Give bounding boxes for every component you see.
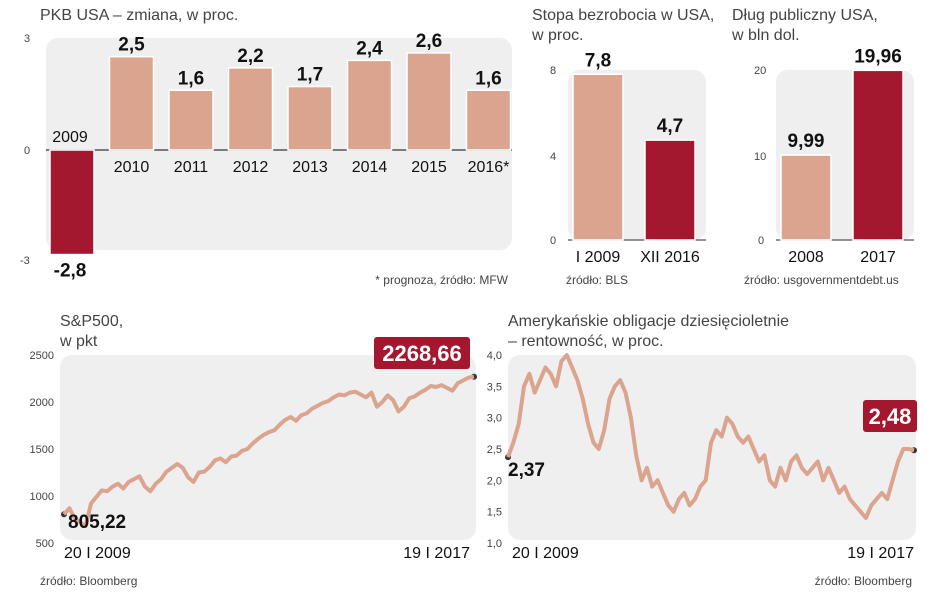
bonds-tick-label: 2,5 [487, 444, 502, 456]
sp500-source: źródło: Bloomberg [40, 574, 137, 588]
debt-tick-10: 10 [754, 151, 766, 163]
unemployment-chart: Stopa bezrobocia w USA, w proc. 8 4 0 7,… [531, 7, 714, 287]
gdp-bar-2013 [287, 85, 333, 151]
gdp-bar-2009 [49, 149, 95, 256]
sp500-tick-label: 1000 [30, 491, 54, 503]
gdp-category-label: 2013 [292, 159, 328, 176]
bonds-x-start: 20 I 2009 [512, 545, 579, 562]
unemployment-title-line2: w proc. [531, 27, 584, 44]
gdp-value-label: -2,8 [54, 261, 87, 282]
bonds-title-line2: – rentowność, w proc. [508, 333, 664, 350]
gdp-value-label: 1,7 [297, 65, 323, 86]
debt-title-line1: Dług publiczny USA, [732, 7, 878, 24]
debt-category-label: 2017 [860, 249, 896, 266]
sp500-tick-label: 1500 [30, 444, 54, 456]
gdp-bar-2016 [465, 89, 512, 151]
bonds-tick-label: 3,5 [487, 381, 502, 393]
sp500-panel [60, 355, 476, 540]
gdp-note: * prognoza, źródło: MFW [375, 273, 508, 287]
bonds-x-end: 19 I 2017 [847, 545, 914, 562]
gdp-category-label: 2011 [174, 159, 209, 176]
gdp-tick-bottom: -3 [20, 255, 30, 267]
bonds-end-badge [863, 400, 917, 432]
sp500-tick-label: 2500 [30, 350, 54, 362]
unemployment-value-label: 4,7 [657, 116, 683, 137]
gdp-category-label: 2015 [411, 159, 447, 176]
bonds-series-line [506, 353, 915, 520]
gdp-value-label: 2,6 [416, 31, 442, 52]
gdp-value-label: 2,2 [237, 46, 263, 67]
unemployment-value-label: 7,8 [585, 50, 611, 71]
gdp-category-label: 2016* [468, 159, 510, 176]
bonds-title-line1: Amerykańskie obligacje dziesięcioletnie [508, 313, 789, 330]
bonds-tick-label: 3,0 [487, 413, 502, 425]
bonds-tick-label: 2,0 [487, 475, 502, 487]
gdp-title: PKB USA – zmiana, w proc. [40, 7, 238, 24]
gdp-value-label: 1,6 [475, 68, 501, 89]
bonds-source: źródło: Bloomberg [815, 574, 912, 588]
gdp-tick-top: 3 [24, 33, 30, 45]
gdp-bar-2012 [227, 67, 274, 151]
bonds-end-label: 2,48 [869, 404, 912, 429]
sp500-tick-label: 2000 [30, 397, 54, 409]
gdp-category-label: 2014 [352, 159, 388, 176]
sp500-end-label: 2268,66 [382, 341, 462, 366]
gdp-category-label: 2010 [114, 159, 150, 176]
gdp-chart: PKB USA – zmiana, w proc. 3 0 -3 -2,8 200… [20, 7, 512, 287]
debt-tick-20: 20 [754, 65, 766, 77]
gdp-category-label: 2009 [52, 129, 88, 146]
sp500-series-line [62, 374, 475, 529]
bonds-chart: Amerykańskie obligacje dziesięcioletnie … [487, 313, 917, 588]
unemployment-category-label: XII 2016 [640, 249, 700, 266]
gdp-value-label: 1,6 [178, 68, 204, 89]
bonds-tick-label: 1,0 [487, 538, 502, 550]
debt-value-label: 19,96 [854, 46, 902, 67]
debt-bar-1 [852, 69, 904, 241]
debt-title-line2: w bln dol. [731, 27, 800, 44]
sp500-chart: S&P500, w pkt 500 1000 1500 2000 2500 805,22… [30, 313, 477, 588]
gdp-value-label: 2,5 [118, 35, 145, 56]
gdp-bar-2015 [406, 52, 452, 151]
sp500-x-start: 20 I 2009 [64, 545, 131, 562]
unemployment-title-line1: Stopa bezrobocia w USA, [532, 7, 714, 24]
bonds-start-label: 2,37 [508, 460, 545, 481]
sp500-x-end: 19 I 2017 [403, 545, 470, 562]
gdp-tick-zero: 0 [24, 145, 30, 157]
debt-value-label: 9,99 [788, 131, 825, 152]
unemployment-category-label: I 2009 [576, 249, 621, 266]
debt-source: źródło: usgovernmentdebt.us [744, 273, 899, 287]
sp500-start-label: 805,22 [68, 512, 126, 533]
debt-chart: Dług publiczny USA, w bln dol. 20 10 0 9… [731, 7, 914, 287]
debt-tick-0: 0 [758, 235, 764, 247]
unemployment-bar-0 [572, 73, 624, 241]
sp500-title-line2: w pkt [59, 333, 98, 350]
gdp-panel [46, 38, 512, 250]
bonds-tick-label: 1,5 [487, 507, 502, 519]
debt-category-label: 2008 [788, 249, 824, 266]
gdp-bar-2010 [108, 55, 155, 151]
bonds-tick-label: 4,0 [487, 350, 502, 362]
sp500-end-badge [374, 337, 470, 369]
gdp-category-label: 2012 [233, 159, 269, 176]
gdp-bar-2011 [168, 89, 214, 151]
sp500-title-line1: S&P500, [60, 313, 123, 330]
unemployment-bar-1 [644, 139, 696, 241]
unemployment-tick-4: 4 [550, 151, 556, 163]
debt-bar-0 [780, 154, 832, 241]
unemployment-tick-8: 8 [550, 65, 556, 77]
unemployment-source: źródło: BLS [566, 273, 628, 287]
unemployment-tick-0: 0 [550, 235, 556, 247]
sp500-tick-label: 500 [36, 538, 54, 550]
gdp-bar-2014 [346, 59, 393, 151]
gdp-value-label: 2,4 [356, 38, 383, 59]
